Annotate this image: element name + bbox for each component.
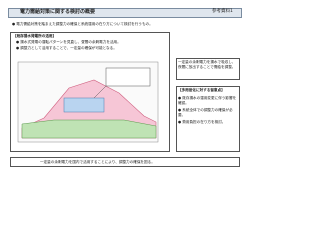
diagram xyxy=(17,61,159,143)
footer-box xyxy=(10,157,240,167)
left-box xyxy=(10,32,170,152)
title-bar xyxy=(8,8,242,18)
right-bullet: ● 系統全体での調整力の確保が必要。 xyxy=(178,108,233,117)
title: 電力需給対策に関する検討の概要 xyxy=(20,9,96,15)
right-box xyxy=(176,86,240,152)
callout-box xyxy=(176,58,240,80)
summary: ● 電力需給対策を踏まえた調整力の確保と系統運用の在り方について検討を行うもの。 xyxy=(12,22,153,26)
callout: 一定量の余剰電力を揚水で吸収し、夜間に放出することで需給を調整。 xyxy=(178,60,236,69)
right-heading: 【多用途化に対する留意点】 xyxy=(178,88,225,92)
page: 電力需給対策に関する検討の概要 参考資料1 ● 電力需給対策を踏まえた調整力の確… xyxy=(8,8,242,167)
left-bullet: ● 揚水式発電の運転パターンを見直し、昼間の余剰電力を活用。 xyxy=(16,40,121,44)
right-bullet: ● 費用負担の在り方を検討。 xyxy=(178,120,226,124)
footer: 一定量の余剰電力を国内で活用することにより、調整力の確保を図る。 xyxy=(40,159,155,164)
right-bullet: ● 既存揚水の運用変更に伴う影響を確認。 xyxy=(178,96,237,105)
doc-label: 参考資料1 xyxy=(212,9,233,14)
left-heading: 【既存揚水発電所の活用】 xyxy=(13,34,57,38)
left-bullet: ● 調整力として活用することで、一定量の確保が可能となる。 xyxy=(16,46,117,50)
